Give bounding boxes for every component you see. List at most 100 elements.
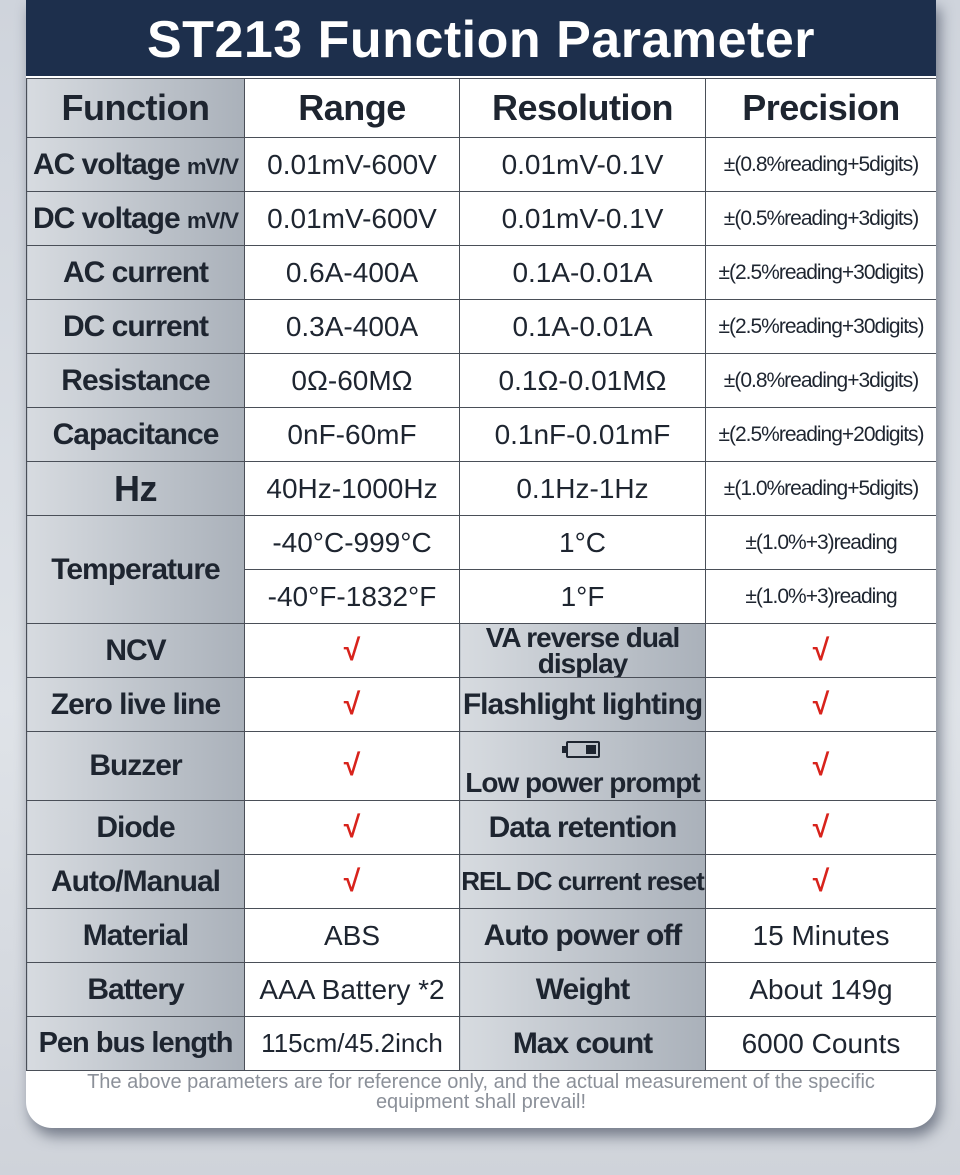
check-icon: √	[343, 749, 361, 782]
check-icon: √	[343, 687, 361, 721]
function-cell: Capacitance	[26, 407, 245, 462]
spec-value: About 149g	[705, 962, 936, 1017]
table-row: AC voltage mV/V 0.01mV-600V 0.01mV-0.1V …	[26, 137, 936, 192]
function-cell: Resistance	[26, 353, 245, 408]
spec-label: Pen bus length	[26, 1016, 245, 1071]
table-row: Capacitance 0nF-60mF 0.1nF-0.01mF ±(2.5%…	[26, 407, 936, 462]
low-battery-icon	[561, 740, 600, 758]
resolution-cell: 1°C	[459, 515, 706, 570]
spec-value: 6000 Counts	[705, 1016, 936, 1071]
resolution-cell: 0.1nF-0.01mF	[459, 407, 706, 462]
table-row: -40°F-1832°F 1°F ±(1.0%+3)reading	[27, 569, 936, 624]
resolution-cell: 0.01mV-0.1V	[459, 191, 706, 246]
range-cell: 0Ω-60MΩ	[244, 353, 460, 408]
range-cell: -40°C-999°C	[244, 515, 460, 570]
table-row: Pen bus length 115cm/45.2inch Max count …	[26, 1016, 936, 1071]
resolution-cell: 0.1A-0.01A	[459, 245, 706, 300]
spec-label: Material	[26, 908, 245, 963]
table-header-row: Function Range Resolution Precision	[26, 78, 936, 138]
precision-cell: ±(2.5%reading+30digits)	[705, 245, 936, 300]
feature-label: Zero live line	[26, 677, 245, 732]
check-icon: √	[343, 810, 361, 844]
spec-value: ABS	[244, 908, 460, 963]
feature-label: VA reverse dual display	[459, 623, 706, 678]
check-icon: √	[812, 633, 830, 667]
range-cell: 0.01mV-600V	[244, 191, 460, 246]
spec-label: Auto power off	[459, 908, 706, 963]
range-cell: 0.6A-400A	[244, 245, 460, 300]
range-cell: 40Hz-1000Hz	[244, 461, 460, 516]
header-function: Function	[26, 78, 245, 138]
check-icon: √	[812, 687, 830, 721]
table-row: Material ABS Auto power off 15 Minutes	[26, 908, 936, 963]
resolution-cell: 0.1Hz-1Hz	[459, 461, 706, 516]
check-cell: √	[244, 623, 460, 678]
feature-label: NCV	[26, 623, 245, 678]
resolution-cell: 0.1Ω-0.01MΩ	[459, 353, 706, 408]
header-range: Range	[244, 78, 460, 138]
check-icon: √	[343, 633, 361, 667]
precision-cell: ±(0.5%reading+3digits)	[705, 191, 936, 246]
feature-label: Data retention	[459, 800, 706, 855]
parameter-table: Function Range Resolution Precision AC v…	[26, 78, 936, 1071]
resolution-cell: 1°F	[459, 569, 706, 624]
feature-label-text: Low power prompt	[465, 767, 700, 798]
precision-cell: ±(0.8%reading+5digits)	[705, 137, 936, 192]
feature-label: Buzzer	[26, 731, 245, 801]
range-cell: 0nF-60mF	[244, 407, 460, 462]
spec-label: Weight	[459, 962, 706, 1017]
table-row: Buzzer √ Low power prompt √	[26, 731, 936, 801]
table-row: DC voltage mV/V 0.01mV-600V 0.01mV-0.1V …	[26, 191, 936, 246]
check-icon: √	[812, 810, 830, 844]
precision-cell: ±(1.0%+3)reading	[705, 569, 936, 624]
table-row: Hz 40Hz-1000Hz 0.1Hz-1Hz ±(1.0%reading+5…	[26, 461, 936, 516]
spec-value: AAA Battery *2	[244, 962, 460, 1017]
function-cell: DC voltage mV/V	[26, 191, 245, 246]
precision-cell: ±(2.5%reading+20digits)	[705, 407, 936, 462]
check-cell: √	[705, 731, 936, 801]
table-row: Zero live line √ Flashlight lighting √	[26, 677, 936, 732]
range-cell: 0.01mV-600V	[244, 137, 460, 192]
table-row: Diode √ Data retention √	[26, 800, 936, 855]
unit-label: mV/V	[187, 153, 239, 179]
table-row: NCV √ VA reverse dual display √	[26, 623, 936, 678]
page-title: ST213 Function Parameter	[26, 0, 936, 76]
spec-label: Battery	[26, 962, 245, 1017]
feature-label: Flashlight lighting	[459, 677, 706, 732]
spec-label: Max count	[459, 1016, 706, 1071]
precision-cell: ±(2.5%reading+30digits)	[705, 299, 936, 354]
header-precision: Precision	[705, 78, 936, 138]
feature-label: Diode	[26, 800, 245, 855]
disclaimer-line1: The above parameters are for reference o…	[87, 1071, 875, 1093]
table-row: Battery AAA Battery *2 Weight About 149g	[26, 962, 936, 1017]
check-cell: √	[705, 800, 936, 855]
range-cell: -40°F-1832°F	[244, 569, 460, 624]
check-icon: √	[343, 864, 361, 898]
check-icon: √	[812, 864, 830, 898]
resolution-cell: 0.01mV-0.1V	[459, 137, 706, 192]
check-cell: √	[244, 731, 460, 801]
disclaimer-note: The above parameters are for reference o…	[26, 1072, 936, 1112]
function-label: DC voltage	[32, 201, 181, 235]
disclaimer-line2: equipment shall prevail!	[375, 1091, 587, 1113]
header-resolution: Resolution	[459, 78, 706, 138]
feature-label-line2: display	[537, 647, 628, 678]
table-row: AC current 0.6A-400A 0.1A-0.01A ±(2.5%re…	[26, 245, 936, 300]
function-cell: Temperature	[26, 515, 245, 624]
check-cell: √	[705, 854, 936, 909]
spec-value: 115cm/45.2inch	[244, 1016, 460, 1071]
feature-label: REL DC current reset	[459, 854, 706, 909]
function-cell: DC current	[26, 299, 245, 354]
precision-cell: ±(0.8%reading+3digits)	[705, 353, 936, 408]
range-cell: 0.3A-400A	[244, 299, 460, 354]
check-icon: √	[812, 749, 830, 782]
check-cell: √	[244, 800, 460, 855]
check-cell: √	[705, 623, 936, 678]
precision-cell: ±(1.0%+3)reading	[705, 515, 936, 570]
feature-label: Low power prompt	[459, 731, 706, 801]
function-cell: Hz	[26, 461, 245, 516]
table-row: DC current 0.3A-400A 0.1A-0.01A ±(2.5%re…	[26, 299, 936, 354]
feature-label: Auto/Manual	[26, 854, 245, 909]
table-row: Temperature -40°C-999°C 1°C ±(1.0%+3)rea…	[26, 515, 936, 624]
function-cell: AC current	[26, 245, 245, 300]
